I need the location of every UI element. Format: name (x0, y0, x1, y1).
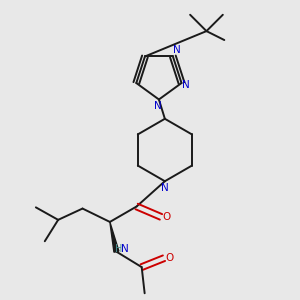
Text: N: N (161, 183, 169, 193)
Text: O: O (166, 253, 174, 263)
Text: O: O (163, 212, 171, 222)
Text: H: H (115, 244, 122, 254)
Text: N: N (121, 244, 128, 254)
Text: N: N (182, 80, 190, 90)
Text: N: N (173, 45, 181, 55)
Text: N: N (154, 101, 161, 111)
Polygon shape (110, 222, 119, 252)
